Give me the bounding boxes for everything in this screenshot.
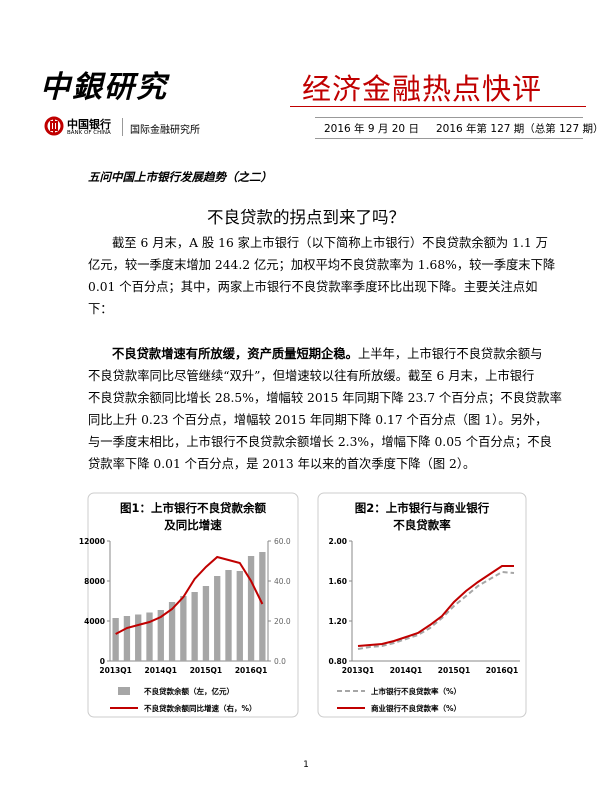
legend-label: 商业银行不良贷款率（%） [371, 703, 461, 713]
y-tick-label: 2.00 [328, 537, 347, 546]
bar [225, 570, 232, 661]
bar [214, 576, 221, 661]
bar [247, 556, 255, 661]
y-tick-label: 0 [100, 657, 105, 666]
bar [236, 571, 243, 661]
chart-frame [317, 492, 527, 718]
y2-tick-label: 40.0 [274, 577, 291, 586]
x-tick-label: 2016Q1 [486, 666, 518, 675]
text: 上半年，上市银行不良贷款余额与 [357, 347, 543, 361]
chart-title: 及同比增速 [164, 518, 222, 532]
bar [180, 596, 187, 661]
chart-title: 不良贷款率 [393, 518, 451, 532]
bar [157, 610, 164, 661]
legend-label: 不良贷款余额（左，亿元） [144, 686, 234, 696]
y-tick-label: 1.60 [328, 577, 347, 586]
bank-logo [44, 116, 64, 136]
y-tick-label: 12000 [79, 537, 105, 546]
date: 2016 年 9 月 20 日 [324, 123, 419, 135]
bar [202, 586, 210, 661]
y-tick-label: 1.20 [328, 617, 347, 626]
bar [146, 612, 153, 661]
text-line: 0.01 个百分点；其中，两家上市银行不良贷款率季度环比出现下降。主要关注点如 [88, 280, 538, 294]
bar [168, 602, 176, 661]
issue: 2016 年第 127 期（总第 127 期） [436, 123, 604, 135]
x-tick-label: 2013Q1 [342, 666, 374, 675]
y-tick-label: 4000 [84, 617, 105, 626]
series-title: 五问中国上市银行发展趋势（之二） [88, 170, 272, 184]
bar [259, 552, 266, 661]
text: 截至 6 月末，A 股 16 家上市银行（以下简称上市银行）不良贷款余额为 1.… [112, 236, 548, 250]
chart-frame [87, 492, 299, 718]
bank-name-en: BANK OF CHINA [67, 130, 111, 136]
x-tick-label: 2015Q1 [438, 666, 470, 675]
text-line: 与一季度末相比，上市银行不良贷款余额增长 2.3%，增幅下降 0.05 个百分点… [88, 435, 552, 449]
legend-label: 上市银行不良贷款率（%） [371, 686, 461, 696]
text-line: 下： [88, 302, 113, 316]
y2-tick-label: 0.0 [274, 657, 286, 666]
text-line: 亿元，较一季度末增加 244.2 亿元；加权平均不良贷款率为 1.68%，较一季… [88, 258, 556, 272]
chart-title: 图2：上市银行与商业银行 [355, 501, 490, 515]
chart-title: 图1：上市银行不良贷款余额 [120, 501, 267, 515]
text-line: 不良贷款余额同比增长 28.5%，增幅较 2015 年同期下降 23.7 个百分… [88, 391, 562, 405]
y-tick-label: 0.80 [328, 657, 347, 666]
text-line: 截至 6 月末，A 股 16 家上市银行（以下简称上市银行）不良贷款余额为 1.… [88, 232, 548, 254]
bank-name: 中国银行 [67, 118, 111, 131]
line [115, 555, 264, 635]
x-tick-label: 2013Q1 [99, 666, 131, 675]
text-line: 同比上升 0.23 个百分点，增幅较 2015 年同期下降 0.17 个百分点（… [88, 413, 548, 427]
y-tick-label: 8000 [84, 577, 105, 586]
institute: 国际金融研究所 [130, 125, 200, 136]
brand: 中銀研究 [40, 70, 168, 105]
text-line: 不良贷款率同比尽管继续“双升”，但增速较以往有所放缓。截至 6 月末，上市银行 [88, 369, 535, 383]
x-tick-label: 2015Q1 [190, 666, 222, 675]
lead: 不良贷款增速有所放缓，资产质量短期企稳。 [112, 347, 358, 361]
page-number: 1 [303, 760, 309, 770]
bar [112, 618, 119, 661]
divider [122, 118, 123, 136]
x-tick-label: 2016Q1 [235, 666, 267, 675]
y2-tick-label: 60.0 [274, 537, 291, 546]
issue-box [315, 117, 583, 139]
legend-label: 不良贷款余额同比增速（右，%） [144, 703, 257, 713]
legend-swatch [118, 687, 130, 695]
line [357, 570, 515, 650]
bar [135, 614, 142, 661]
bar [191, 592, 198, 661]
bar [123, 616, 131, 661]
report-title: 经济金融热点快评 [302, 72, 543, 106]
text-line: 不良贷款增速有所放缓，资产质量短期企稳。上半年，上市银行不良贷款余额与 [88, 343, 542, 365]
paragraph: 截至 6 月末，A 股 16 家上市银行（以下简称上市银行）不良贷款余额为 1.… [88, 232, 556, 320]
y2-tick-label: 20.0 [274, 617, 291, 626]
paragraph: 不良贷款增速有所放缓，资产质量短期企稳。上半年，上市银行不良贷款余额与不良贷款率… [88, 343, 562, 475]
header-rule [290, 106, 586, 107]
x-tick-label: 2014Q1 [390, 666, 422, 675]
title: 不良贷款的拐点到来了吗？ [207, 208, 405, 227]
text-line: 贷款率下降 0.01 个百分点，是 2013 年以来的首次季度下降（图 2）。 [88, 457, 476, 471]
line [357, 565, 514, 647]
x-tick-label: 2014Q1 [145, 666, 177, 675]
